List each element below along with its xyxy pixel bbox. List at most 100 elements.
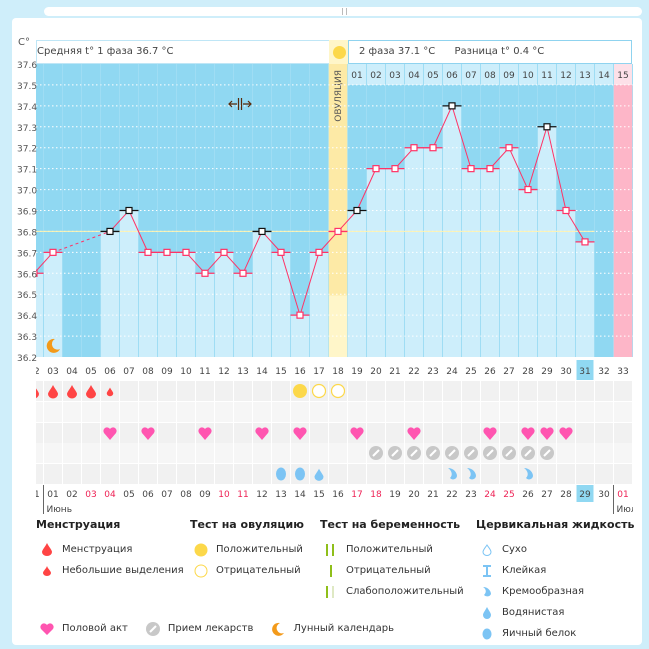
cycle-day-label[interactable]: 12	[218, 367, 229, 377]
date-label[interactable]: 18	[370, 490, 382, 500]
date-label[interactable]: 29	[579, 490, 591, 500]
date-label[interactable]: 04	[104, 490, 116, 500]
cycle-day-label[interactable]: 20	[370, 367, 382, 377]
cycle-day-label[interactable]: 13	[237, 367, 248, 377]
date-label[interactable]: 03	[85, 490, 96, 500]
cycle-day-label[interactable]: 14	[256, 367, 268, 377]
ovulation-column-top	[328, 64, 348, 296]
cycle-day-label[interactable]: 09	[161, 367, 173, 377]
cycle-day-label[interactable]: 33	[617, 367, 628, 377]
y-tick-label: 37.4	[17, 103, 37, 113]
cycle-day-label[interactable]: 26	[484, 367, 496, 377]
cycle-day-label[interactable]: 16	[294, 367, 306, 377]
heart-icon	[350, 427, 364, 440]
cycle-day-label[interactable]: 21	[389, 367, 400, 377]
temperature-line-segment	[432, 105, 453, 148]
legend-title: Тест на беременность	[320, 518, 461, 531]
date-label[interactable]: 05	[123, 490, 134, 500]
cycle-day-label[interactable]: 10	[180, 367, 192, 377]
legend-label: Положительный	[346, 544, 433, 555]
cycle-day-label[interactable]: 04	[66, 367, 78, 377]
date-label[interactable]: 10	[218, 490, 230, 500]
phase2-day-label: 05	[427, 71, 438, 81]
date-label[interactable]: 27	[541, 490, 552, 500]
cycle-day-label[interactable]: 24	[446, 367, 458, 377]
date-label[interactable]: 09	[199, 490, 211, 500]
phase2-day-label: 11	[541, 71, 552, 81]
date-label[interactable]: 01	[617, 490, 628, 500]
cycle-day-label[interactable]: 05	[85, 367, 96, 377]
cycle-day-label[interactable]: 15	[275, 367, 286, 377]
legend-label: Прием лекарств	[167, 623, 254, 634]
date-label[interactable]: 30	[598, 490, 610, 500]
sticky-icon	[476, 564, 498, 577]
phase2-day-cell	[614, 64, 632, 85]
phase2-day-cell	[595, 64, 613, 85]
legend-label: Менструация	[62, 544, 133, 555]
cycle-day-label[interactable]: 30	[560, 367, 572, 377]
date-label[interactable]: 07	[161, 490, 172, 500]
cycle-day-label[interactable]: 32	[598, 367, 609, 377]
temperature-line-segment	[508, 147, 529, 190]
creamy-icon	[467, 468, 476, 480]
menstruation-drop-icon	[86, 385, 96, 399]
cycle-day-label[interactable]: 02	[28, 367, 40, 377]
temperature-bar	[139, 252, 157, 357]
temperature-point	[49, 248, 57, 256]
date-label[interactable]: 28	[560, 490, 572, 500]
date-label[interactable]: 11	[237, 490, 248, 500]
date-label[interactable]: 14	[294, 490, 306, 500]
date-label[interactable]: 12	[256, 490, 267, 500]
cycle-day-label[interactable]: 28	[522, 367, 534, 377]
horizontal-scrollbar[interactable]	[44, 7, 642, 16]
temperature-point	[296, 311, 304, 319]
date-label[interactable]: 15	[313, 490, 324, 500]
date-label[interactable]: 24	[484, 490, 496, 500]
y-tick-label: 36.4	[17, 312, 37, 322]
scrollbar-grip[interactable]	[342, 8, 347, 15]
y-tick-label: 37.2	[17, 145, 37, 155]
date-label[interactable]: 08	[180, 490, 192, 500]
legend-label: Небольшие выделения	[62, 565, 184, 576]
cycle-day-label[interactable]: 23	[427, 367, 438, 377]
date-label[interactable]: 21	[427, 490, 438, 500]
date-label[interactable]: 22	[446, 490, 457, 500]
temperature-point	[429, 144, 437, 152]
cycle-day-label[interactable]: 19	[351, 367, 363, 377]
temperature-bar	[36, 273, 43, 357]
cycle-day-label[interactable]: 29	[541, 367, 553, 377]
cycle-day-label[interactable]: 18	[332, 367, 344, 377]
cycle-day-label[interactable]: 06	[104, 367, 116, 377]
date-label[interactable]: 25	[503, 490, 514, 500]
date-label[interactable]: 16	[332, 490, 344, 500]
temperature-bar	[557, 210, 575, 357]
pill-line	[524, 449, 532, 457]
date-label[interactable]: 23	[465, 490, 476, 500]
phase2-day-label: 04	[408, 71, 420, 81]
date-label[interactable]: 13	[275, 490, 286, 500]
date-label[interactable]: 20	[408, 490, 420, 500]
cycle-day-label[interactable]: 25	[465, 367, 476, 377]
date-label[interactable]: 06	[142, 490, 154, 500]
cycle-day-label[interactable]: 11	[199, 367, 210, 377]
cycle-day-label[interactable]: 27	[503, 367, 514, 377]
date-label[interactable]: 31	[28, 490, 40, 500]
date-label[interactable]: 02	[66, 490, 77, 500]
date-label[interactable]: 01	[47, 490, 58, 500]
cycle-day-label[interactable]: 03	[47, 367, 58, 377]
date-label[interactable]: 17	[351, 490, 362, 500]
temperature-difference: Разница t° 0.4 °C	[454, 46, 545, 57]
phase2-day-cell	[500, 64, 518, 85]
cycle-day-label[interactable]: 22	[408, 367, 419, 377]
cycle-day-label[interactable]: 31	[579, 367, 590, 377]
date-label[interactable]: 19	[389, 490, 401, 500]
cycle-day-label[interactable]: 07	[123, 367, 134, 377]
cycle-day-label[interactable]: 08	[142, 367, 154, 377]
date-label[interactable]: 26	[522, 490, 534, 500]
y-tick-label: 36.3	[17, 333, 37, 343]
cycle-day-label[interactable]: 17	[313, 367, 324, 377]
phase2-day-cell	[424, 64, 442, 85]
ovulation-sun-icon	[333, 46, 346, 59]
temperature-bar	[158, 252, 176, 357]
drag-handle-icon[interactable]	[228, 98, 252, 110]
